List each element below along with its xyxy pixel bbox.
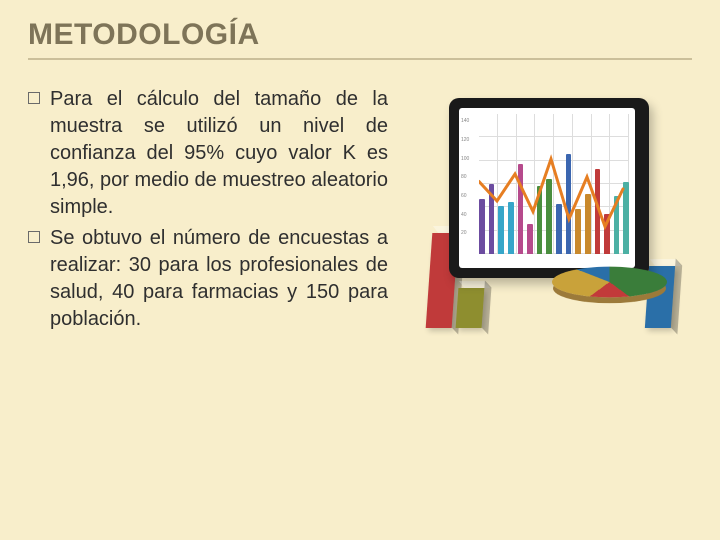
square-bullet-icon	[28, 231, 40, 243]
y-tick: 40	[461, 212, 467, 218]
y-tick: 140	[461, 118, 469, 124]
content-row: Para el cálculo del tamaño de la muestra…	[28, 86, 692, 368]
slide-title: METODOLOGÍA	[28, 18, 692, 60]
illustration: 20 40 60 80 100 120 140	[412, 86, 692, 368]
standalone-bar	[456, 288, 485, 328]
y-tick: 80	[461, 174, 467, 180]
square-bullet-icon	[28, 92, 40, 104]
bullet-list: Para el cálculo del tamaño de la muestra…	[28, 86, 388, 337]
y-tick: 60	[461, 193, 467, 199]
bullet-item: Para el cálculo del tamaño de la muestra…	[28, 86, 388, 221]
charts-visual: 20 40 60 80 100 120 140	[417, 98, 687, 368]
y-tick: 100	[461, 156, 469, 162]
line-chart	[479, 114, 629, 264]
bullet-text: Se obtuvo el número de encuestas a reali…	[50, 227, 388, 330]
tablet-screen: 20 40 60 80 100 120 140	[459, 108, 635, 268]
y-tick: 120	[461, 137, 469, 143]
bullet-text: Para el cálculo del tamaño de la muestra…	[50, 88, 388, 218]
y-tick: 20	[461, 230, 467, 236]
pie-chart	[552, 267, 667, 298]
tablet-frame: 20 40 60 80 100 120 140	[449, 98, 649, 278]
bullet-item: Se obtuvo el número de encuestas a reali…	[28, 225, 388, 333]
